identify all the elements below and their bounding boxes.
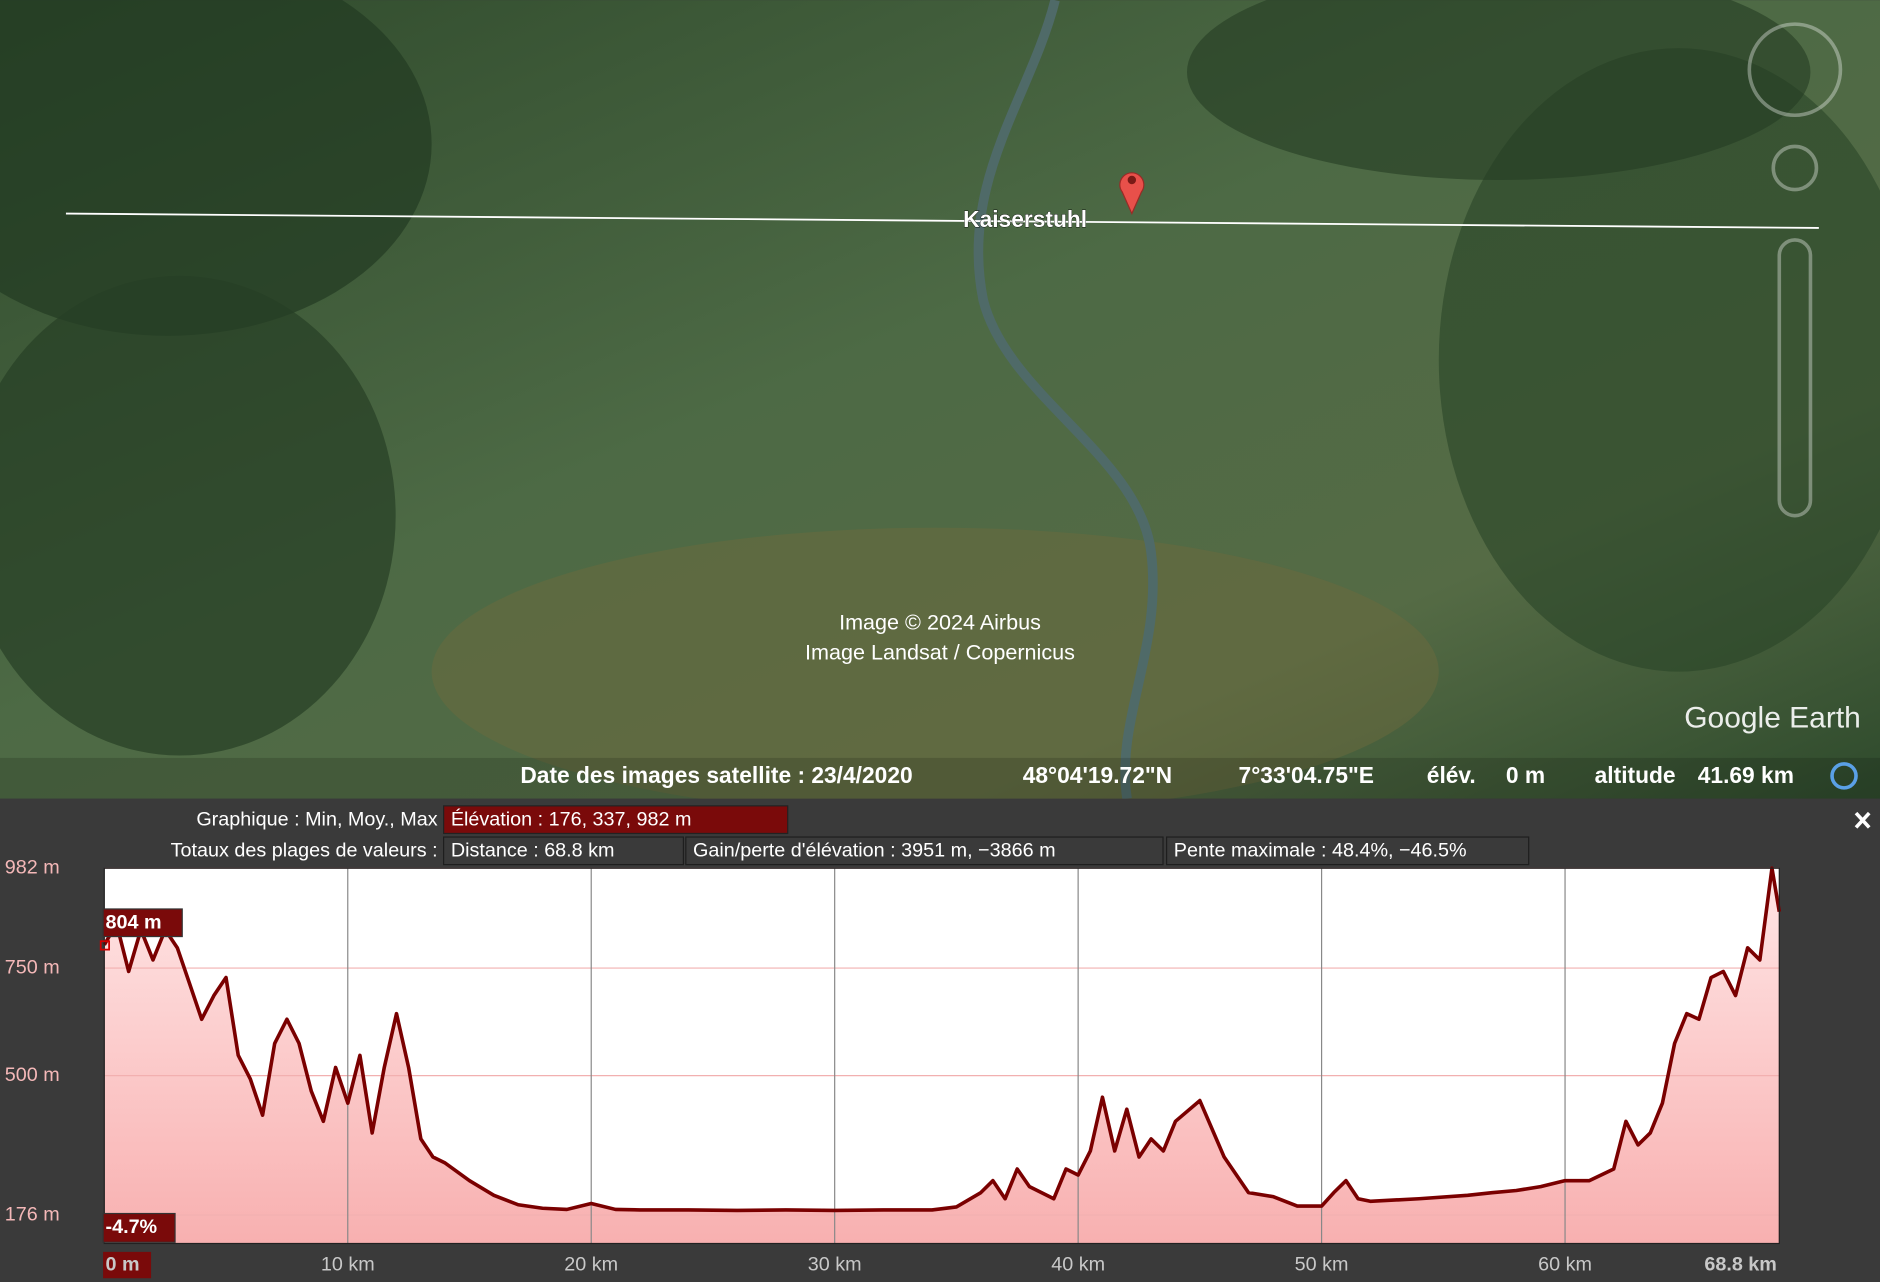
elevation-profile-panel: Graphique : Min, Moy., Max Élévation : 1… — [0, 798, 1880, 1282]
forest — [0, 275, 396, 756]
x-tick-label: 10 km — [321, 1253, 375, 1275]
path-line — [65, 212, 1819, 229]
compass[interactable] — [1747, 22, 1843, 118]
zoom-slider[interactable] — [1777, 238, 1813, 518]
attribution: Image © 2024 Airbus — [839, 609, 1041, 634]
stat-box[interactable] — [443, 836, 685, 866]
placemark-dot — [1127, 175, 1137, 185]
tick-box — [103, 1251, 152, 1279]
attribution: Image Landsat / Copernicus — [805, 639, 1075, 664]
altitude-label: altitude — [1595, 762, 1676, 788]
x-tick-label: 20 km — [564, 1253, 618, 1275]
y-tick-label: 176 m — [5, 1203, 60, 1225]
placemark-pin[interactable] — [1119, 172, 1145, 216]
stat-box[interactable] — [685, 836, 1164, 866]
stat-box[interactable] — [1166, 836, 1530, 866]
forest — [1187, 0, 1811, 180]
latitude: 48°04'19.72"N — [1023, 762, 1172, 788]
x-tick-label: 0 m — [106, 1253, 140, 1275]
imagery-date: Date des images satellite : 23/4/2020 — [520, 762, 912, 788]
fields — [431, 527, 1439, 816]
streaming-indicator — [1830, 762, 1858, 790]
cursor-marker — [99, 940, 111, 951]
plot-border — [103, 867, 1780, 1245]
x-tick-label: 40 km — [1051, 1253, 1105, 1275]
y-tick-label: 750 m — [5, 956, 60, 978]
elevation: 0 m — [1506, 762, 1545, 788]
x-tick-label: 68.8 km — [1704, 1253, 1777, 1275]
stat-box[interactable] — [443, 805, 789, 835]
cursor-box — [102, 1212, 176, 1243]
close-icon — [1854, 811, 1871, 829]
y-tick-label: 982 m — [5, 856, 60, 878]
longitude: 7°33'04.75"E — [1239, 762, 1374, 788]
logo: Google Earth — [1684, 701, 1861, 734]
map-view[interactable]: Kaiserstuhl Image © 2024 Airbus Image La… — [0, 0, 1880, 816]
place-label: Kaiserstuhl — [963, 206, 1087, 232]
street-view[interactable] — [1771, 144, 1819, 192]
status-bar — [0, 757, 1880, 799]
gain-loss: Gain/perte d'élévation : 3951 m, −3866 m — [693, 840, 1056, 862]
cursor-slope: -4.7% — [106, 1216, 158, 1238]
close-button[interactable] — [1854, 811, 1871, 829]
altitude: 41.69 km — [1698, 762, 1794, 788]
cursor-elevation: 804 m — [106, 912, 162, 934]
cursor-box — [102, 908, 183, 938]
max-slope: Pente maximale : 48.4%, −46.5% — [1174, 840, 1467, 862]
area-fill — [104, 868, 1780, 1244]
graph-label: Graphique : Min, Moy., Max — [196, 808, 437, 830]
navigation-controls[interactable] — [1747, 22, 1843, 518]
distance: Distance : 68.8 km — [451, 840, 615, 862]
y-tick-label: 500 m — [5, 1064, 60, 1086]
river — [973, 0, 1158, 800]
elevation-stats: Élévation : 176, 337, 982 m — [451, 807, 692, 830]
x-tick-label: 50 km — [1295, 1253, 1349, 1275]
forest — [0, 0, 432, 336]
elevation-chart: 176 m 500 m 750 m 982 m 0 m 10 km 20 km 30 km 40… — [5, 856, 1782, 1279]
totals-label: Totaux des plages de valeurs : — [171, 840, 438, 862]
x-tick-label: 30 km — [808, 1253, 862, 1275]
forest — [1438, 48, 1880, 672]
elevation-label: élév. — [1427, 762, 1476, 788]
elevation-line — [102, 866, 1782, 1213]
x-tick-label: 60 km — [1538, 1253, 1592, 1275]
